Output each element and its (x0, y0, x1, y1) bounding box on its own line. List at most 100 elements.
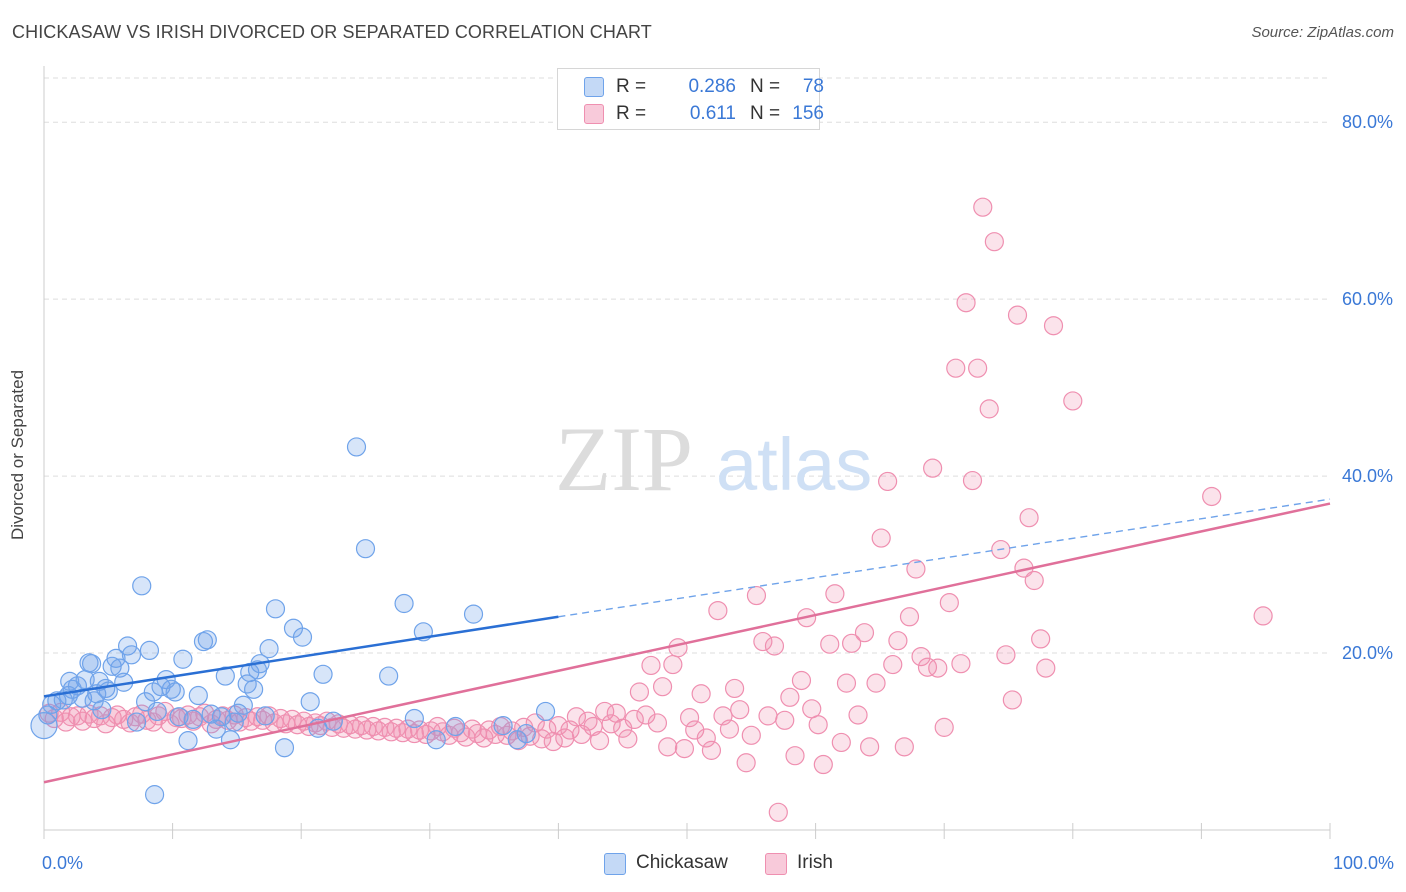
irish-point-101 (624, 709, 644, 730)
irish-point-146 (878, 471, 898, 492)
chickasaw-point-64 (346, 437, 367, 457)
chickasaw-point-29 (147, 701, 167, 722)
legend-n-label: N = (750, 103, 781, 124)
chickasaw-point-34 (169, 707, 189, 727)
irish-point-103 (636, 705, 656, 725)
chickasaw-point-48 (233, 695, 253, 715)
irish-point-110 (674, 739, 695, 759)
series-chickasaw-points (30, 437, 556, 805)
chickasaw-point-40 (197, 630, 217, 650)
irish-point-125 (758, 706, 778, 726)
chickasaw-point-24 (126, 712, 147, 732)
legend-n-value: 156 (792, 103, 824, 124)
legend-r-value: 0.611 (689, 103, 736, 124)
chart-source: Source: ZipAtlas.com (1251, 24, 1394, 41)
chickasaw-point-77 (144, 785, 165, 805)
chickasaw-point-42 (206, 719, 226, 739)
irish-point-97 (601, 714, 621, 734)
irish-point-143 (860, 737, 880, 757)
y-tick-label-1: 40.0% (1342, 466, 1393, 486)
axes (43, 66, 1331, 839)
irish-point-108 (663, 654, 683, 675)
chickasaw-point-62 (313, 664, 333, 684)
irish-point-148 (888, 631, 908, 651)
irish-point-163 (973, 197, 993, 217)
irish-point-131 (791, 670, 812, 691)
chickasaw-point-60 (300, 692, 320, 712)
irish-point-171 (1019, 508, 1039, 528)
watermark-zip: ZIP (555, 408, 693, 510)
bottom-legend-label-chickasaw: Chickasaw (636, 852, 728, 873)
irish-point-178 (1253, 606, 1273, 626)
irish-point-159 (951, 654, 971, 674)
chickasaw-point-65 (355, 539, 376, 559)
watermark-atlas: atlas (716, 423, 872, 506)
irish-point-122 (741, 725, 761, 745)
irish-point-154 (923, 458, 943, 478)
irish-point-114 (696, 728, 716, 748)
irish-point-118 (719, 719, 740, 739)
irish-point-147 (883, 654, 903, 675)
trend-line-irish (43, 502, 1331, 784)
irish-point-123 (746, 585, 767, 606)
irish-point-20 (155, 701, 175, 722)
y-tick-label-0: 20.0% (1342, 643, 1393, 663)
y-tick-label-2: 60.0% (1342, 289, 1393, 309)
irish-point-167 (996, 645, 1016, 665)
irish-point-134 (808, 715, 828, 735)
chickasaw-point-70 (426, 730, 446, 750)
chickasaw-point-38 (188, 685, 208, 706)
irish-point-176 (1063, 391, 1083, 411)
y-tick-labels: 20.0% 40.0% 60.0% 80.0% (1342, 112, 1393, 663)
irish-point-177 (1202, 486, 1222, 507)
chickasaw-point-0 (38, 705, 58, 725)
irish-point-85 (532, 729, 552, 749)
chickasaw-point-44 (215, 666, 235, 686)
bottom-legend-swatch-chickasaw (604, 853, 626, 875)
irish-point-129 (780, 687, 800, 707)
chickasaw-point-56 (265, 599, 286, 619)
irish-point-128 (775, 710, 795, 730)
irish-point-93 (578, 711, 598, 731)
irish-point-172 (1024, 570, 1044, 591)
chickasaw-point-11 (81, 654, 102, 674)
irish-point-138 (831, 732, 851, 753)
chickasaw-point-49 (237, 674, 257, 694)
irish-point-109 (668, 638, 688, 658)
irish-point-124 (753, 631, 773, 652)
chickasaw-point-51 (244, 679, 264, 699)
chickasaw-point-76 (535, 701, 556, 722)
correlation-legend: R = 0.286 N = 78 R = 0.611 N = 156 (557, 68, 824, 130)
irish-point-102 (629, 682, 650, 702)
chickasaw-point-20 (110, 658, 130, 678)
chickasaw-point-37 (183, 709, 203, 730)
irish-point-88 (548, 716, 569, 736)
irish-point-127 (768, 802, 788, 822)
legend-n-value: 78 (802, 76, 824, 97)
irish-point-173 (1031, 629, 1051, 649)
irish-point-113 (691, 684, 711, 704)
irish-point-152 (911, 646, 931, 667)
irish-point-165 (984, 232, 1004, 252)
chickasaw-point-23 (121, 645, 142, 665)
irish-point-151 (906, 559, 926, 579)
irish-point-161 (962, 470, 983, 491)
legend-swatch-irish (584, 104, 604, 124)
irish-point-142 (854, 623, 875, 643)
chart-title: CHICKASAW VS IRISH DIVORCED OR SEPARATED… (12, 22, 652, 42)
irish-point-120 (730, 700, 750, 720)
irish-point-121 (736, 753, 756, 773)
irish-point-133 (802, 699, 822, 719)
legend-r-value: 0.286 (688, 76, 736, 97)
chickasaw-point-72 (463, 604, 484, 624)
chickasaw-point-15 (92, 700, 112, 720)
irish-point-139 (836, 673, 857, 693)
chickasaw-point-67 (394, 593, 414, 614)
irish-point-149 (894, 737, 914, 757)
irish-point-112 (685, 720, 705, 740)
trend-lines (43, 498, 1331, 784)
irish-point-136 (820, 634, 840, 654)
chickasaw-point-19 (106, 648, 126, 668)
legend-swatch-chickasaw (584, 77, 604, 97)
irish-point-65 (416, 724, 436, 745)
